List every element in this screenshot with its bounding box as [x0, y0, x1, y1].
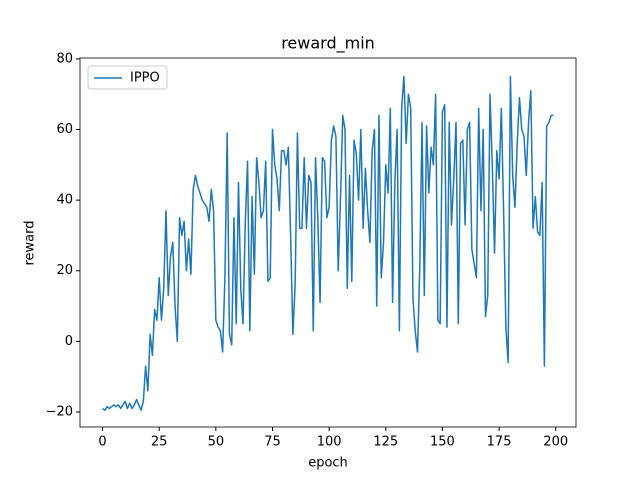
y-tick-label: −20 [46, 404, 73, 419]
y-axis-label: reward [23, 220, 38, 265]
y-tick-label: 80 [56, 51, 73, 66]
legend-box [87, 65, 168, 90]
x-tick-label: 50 [208, 435, 225, 450]
x-axis-label: epoch [308, 456, 348, 471]
x-tick-label: 75 [264, 435, 281, 450]
x-tick-label: 0 [98, 435, 106, 450]
x-tick-label: 125 [373, 435, 398, 450]
y-tick-label: 0 [65, 334, 73, 349]
x-tick-label: 200 [543, 435, 568, 450]
axes-frame [79, 57, 577, 428]
legend-label: IPPO [130, 71, 160, 86]
y-tick-label: 20 [56, 263, 73, 278]
y-tick-label: 60 [56, 122, 73, 137]
y-tick-label: 40 [56, 193, 73, 208]
chart-title: reward_min [281, 34, 375, 54]
x-tick-label: 150 [430, 435, 455, 450]
x-tick-label: 175 [487, 435, 512, 450]
x-tick-label: 100 [317, 435, 342, 450]
x-tick-label: 25 [151, 435, 168, 450]
line [102, 75, 554, 411]
